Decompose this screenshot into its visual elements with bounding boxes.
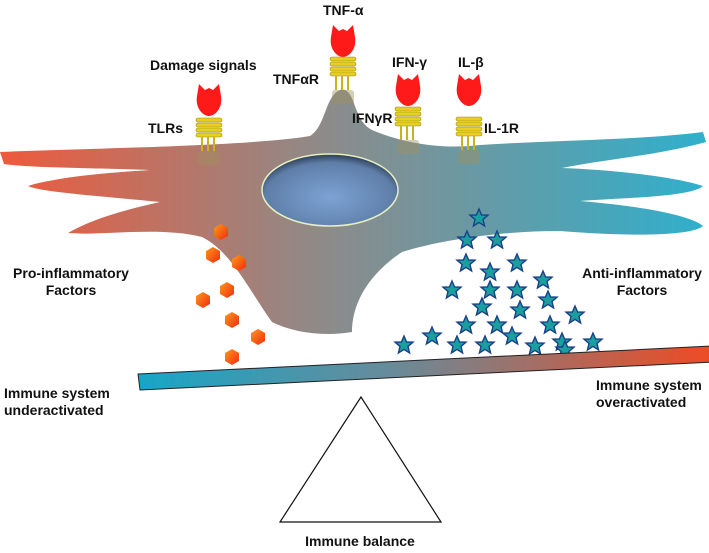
star-icon [456, 315, 476, 334]
overactivated-line1: Immune system [596, 377, 702, 393]
anti-inflammatory-label: Anti-inflammatory Factors [577, 265, 707, 299]
star-icon [422, 326, 442, 345]
pro-inflammatory-line2: Factors [45, 282, 97, 298]
hexagon-icon [251, 329, 265, 345]
seesaw-bar [137, 345, 709, 391]
tnf-alpha-receptor-label: TNFαR [273, 71, 319, 87]
star-icon [394, 335, 414, 354]
star-icon [525, 336, 545, 355]
ifn-gamma-receptor-label: IFNγR [352, 110, 393, 126]
damage-signal-ligand-icon [196, 84, 222, 116]
anti-inflammatory-line1: Anti-inflammatory [582, 265, 702, 281]
star-icon [533, 270, 553, 289]
overactivated-label: Immune system overactivated [596, 377, 702, 411]
star-icon [472, 297, 492, 316]
star-icon [442, 280, 462, 299]
hexagon-icon [206, 247, 220, 263]
star-icon [480, 262, 500, 281]
seesaw-fulcrum [278, 395, 443, 523]
hexagon-icon [220, 282, 234, 298]
damage-signals-label: Damage signals [150, 57, 257, 73]
ifn-gamma-ligand-icon [395, 74, 421, 106]
tlr-receptor-icon [195, 117, 223, 166]
hexagon-icon [225, 349, 239, 365]
hexagon-icon [225, 312, 239, 328]
star-icon [538, 290, 558, 309]
star-icon [480, 280, 500, 299]
star-icon [447, 335, 467, 354]
star-icon [583, 332, 603, 351]
pro-inflammatory-line1: Pro-inflammatory [13, 265, 129, 281]
il-beta-label: IL-β [458, 54, 484, 70]
tnf-alpha-label: TNF-α [323, 2, 364, 18]
anti-inflammatory-line2: Factors [616, 282, 668, 298]
tnf-alpha-receptor-icon [329, 56, 357, 105]
ifn-gamma-label: IFN-γ [392, 54, 427, 70]
il-1r-label: IL-1R [484, 120, 519, 136]
il-1r-receptor-icon [455, 116, 483, 165]
star-icon [502, 326, 522, 345]
overactivated-line2: overactivated [596, 394, 687, 410]
underactivated-line2: underactivated [4, 402, 104, 418]
immune-balance-label: Immune balance [305, 533, 415, 549]
underactivated-label: Immune system underactivated [4, 385, 110, 419]
ifn-gamma-receptor-icon [394, 106, 422, 155]
star-icon [487, 315, 507, 334]
hexagon-icon [196, 292, 210, 308]
tnf-alpha-ligand-icon [330, 25, 356, 57]
star-icon [507, 253, 527, 272]
star-icon [510, 300, 530, 319]
star-icon [475, 335, 495, 354]
underactivated-line1: Immune system [4, 385, 110, 401]
il-beta-ligand-icon [456, 74, 482, 106]
tlrs-label: TLRs [148, 120, 183, 136]
star-icon [456, 253, 476, 272]
pro-inflammatory-label: Pro-inflammatory Factors [6, 265, 136, 299]
star-icon [565, 305, 585, 324]
nucleus [261, 153, 399, 227]
star-icon [540, 315, 560, 334]
star-icon [507, 280, 527, 299]
